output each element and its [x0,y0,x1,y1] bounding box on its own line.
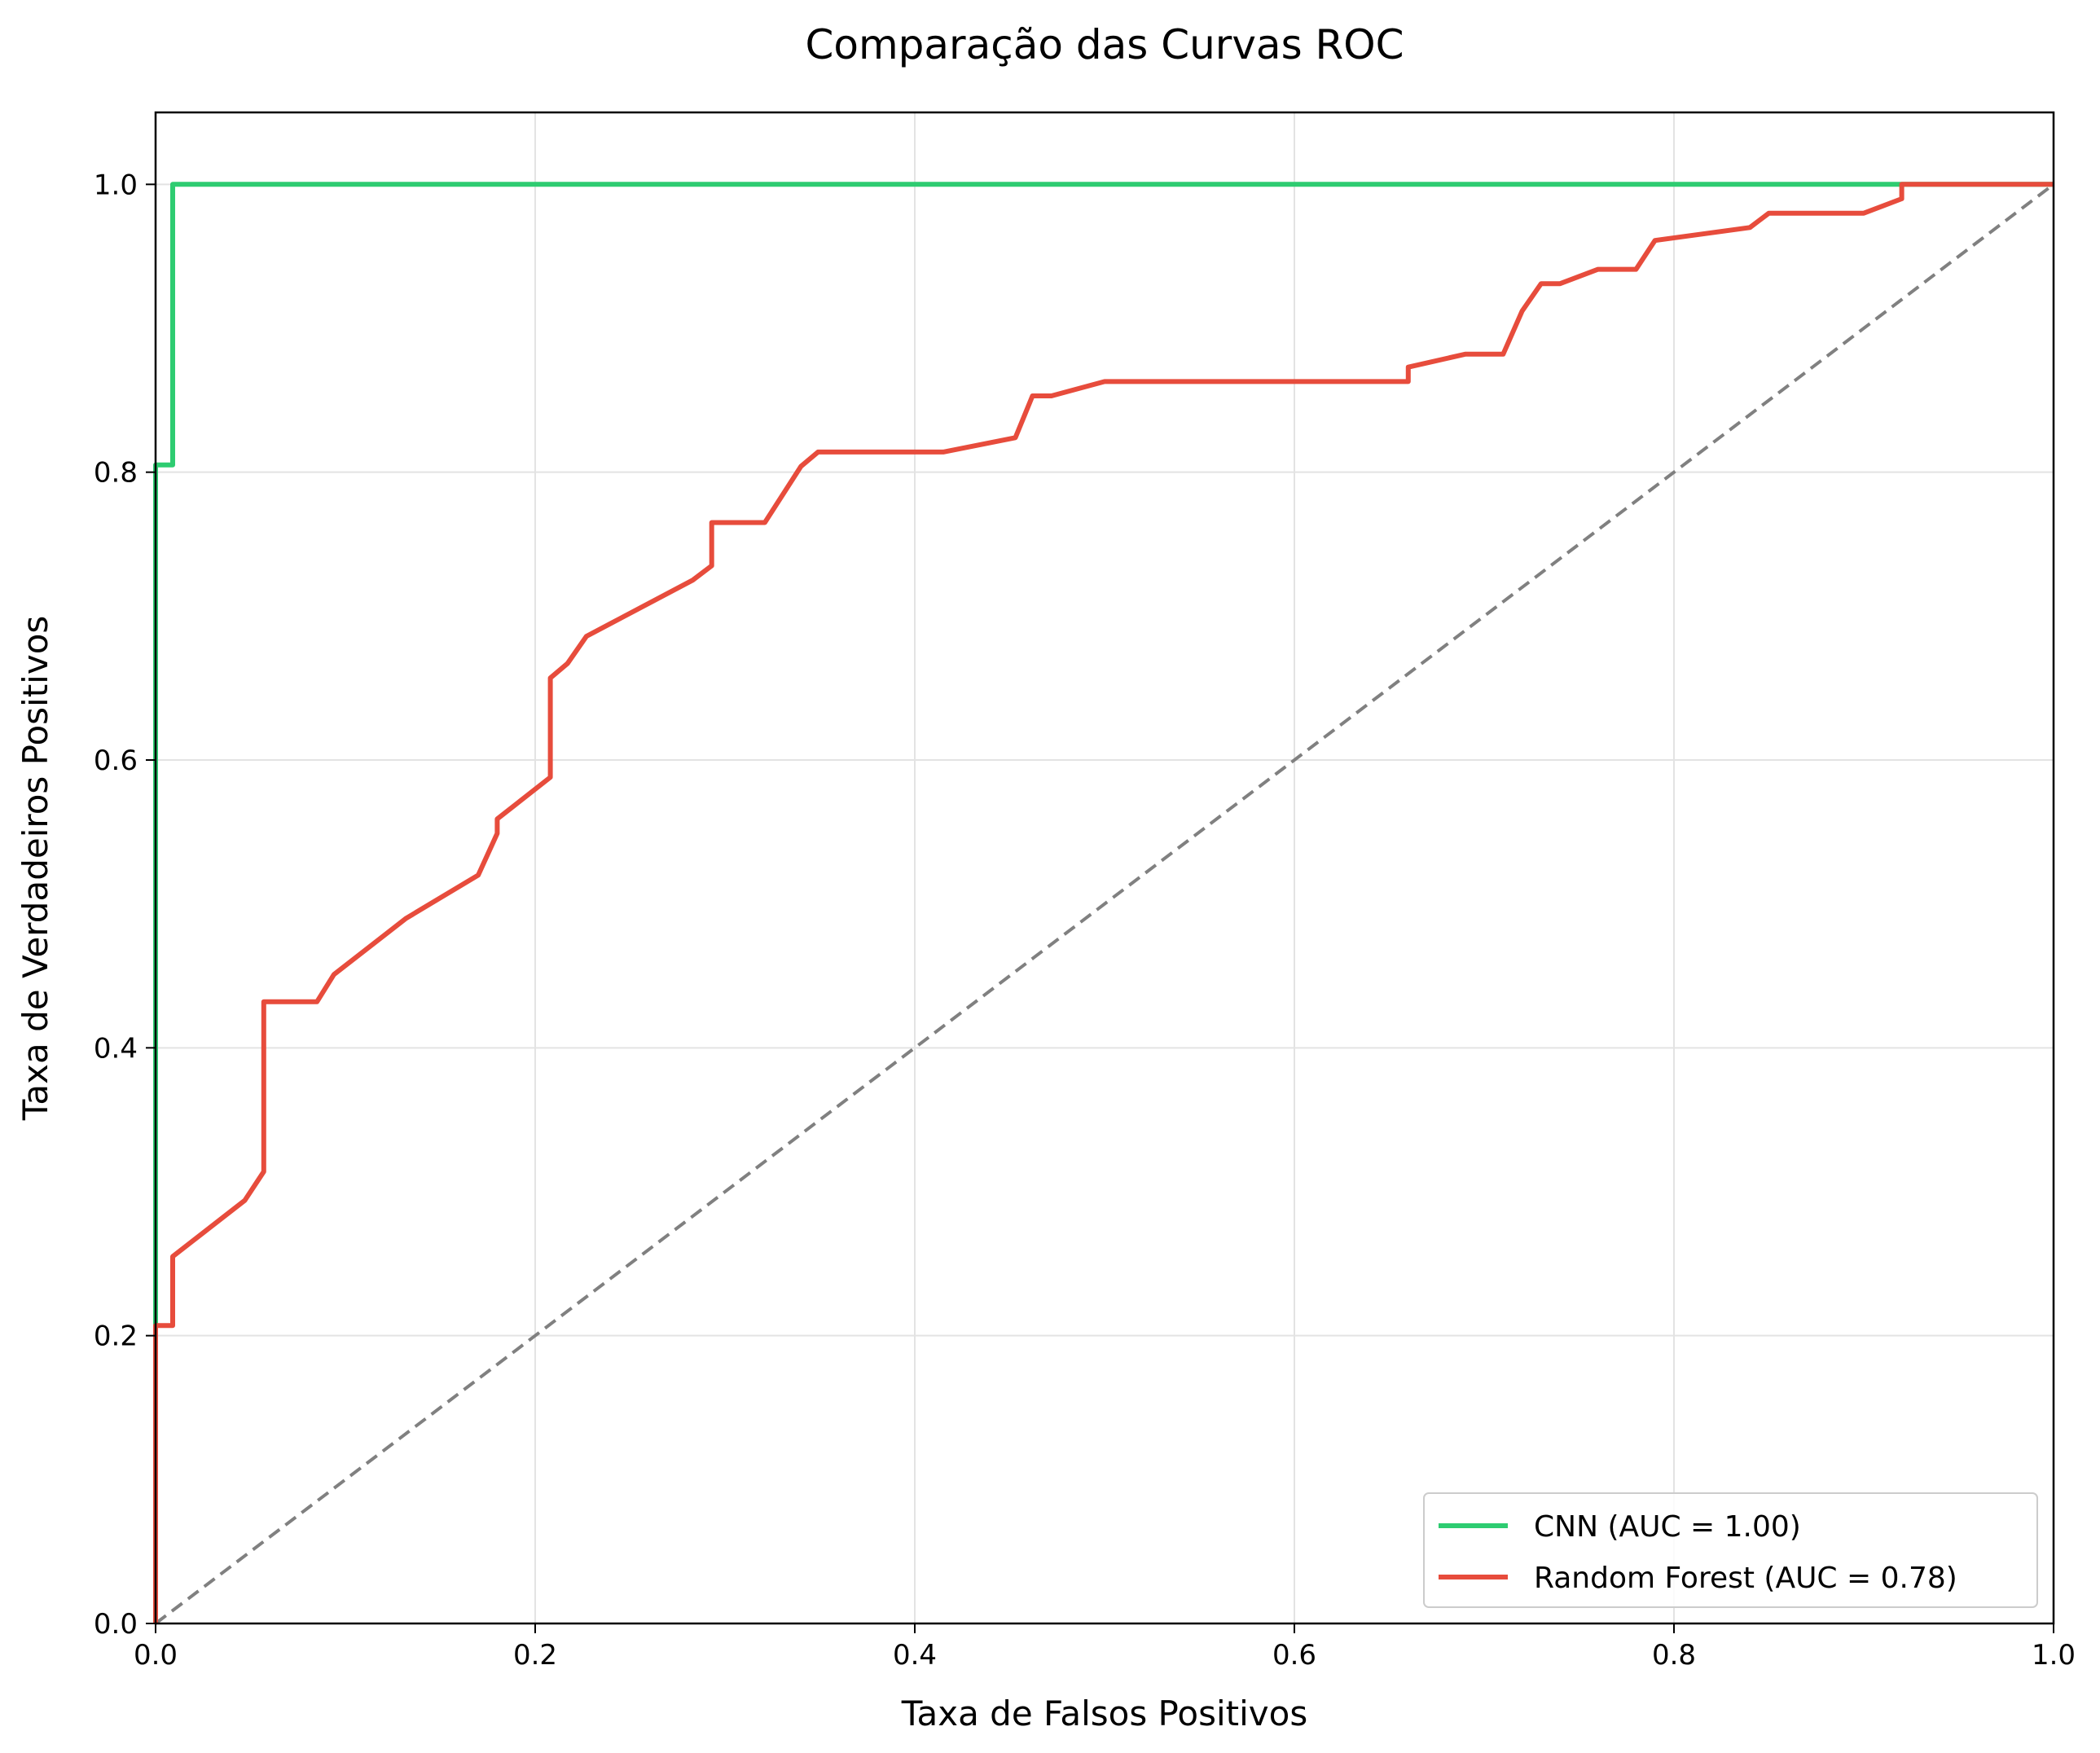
y-axis-label: Taxa de Verdadeiros Positivos [15,616,55,1122]
legend-box [1423,1492,2038,1608]
y-tick-label: 1.0 [94,169,138,201]
y-tick-label: 0.2 [94,1320,138,1353]
y-tick-label: 0.8 [94,457,138,490]
chance-reference-line [154,182,2055,1625]
y-tick-label: 0.4 [94,1032,138,1065]
legend: CNN (AUC = 1.00) Random Forest (AUC = 0.… [1423,1492,2038,1608]
x-tick-label: 0.8 [1652,1639,1696,1672]
y-axis-ticks: 0.0 0.2 0.4 0.6 0.8 1.0 [94,169,156,1641]
x-tick-label: 0.4 [893,1639,937,1672]
x-tick-label: 0.2 [513,1639,557,1672]
x-axis-ticks: 0.0 0.2 0.4 0.6 0.8 1.0 [134,1623,2076,1672]
chart-title: Comparação das Curvas ROC [805,21,1404,68]
x-axis-label: Taxa de Falsos Positivos [901,1694,1307,1733]
y-tick-label: 0.0 [94,1608,138,1641]
series-line-random-forest [153,182,2054,1623]
legend-label-random-forest: Random Forest (AUC = 0.78) [1534,1562,1957,1595]
legend-label-cnn: CNN (AUC = 1.00) [1534,1510,1801,1544]
plot-frame [154,111,2055,1625]
x-tick-label: 0.6 [1272,1639,1316,1672]
y-tick-label: 0.6 [94,745,138,777]
x-tick-label: 1.0 [2032,1639,2076,1672]
x-tick-label: 0.0 [134,1639,178,1672]
